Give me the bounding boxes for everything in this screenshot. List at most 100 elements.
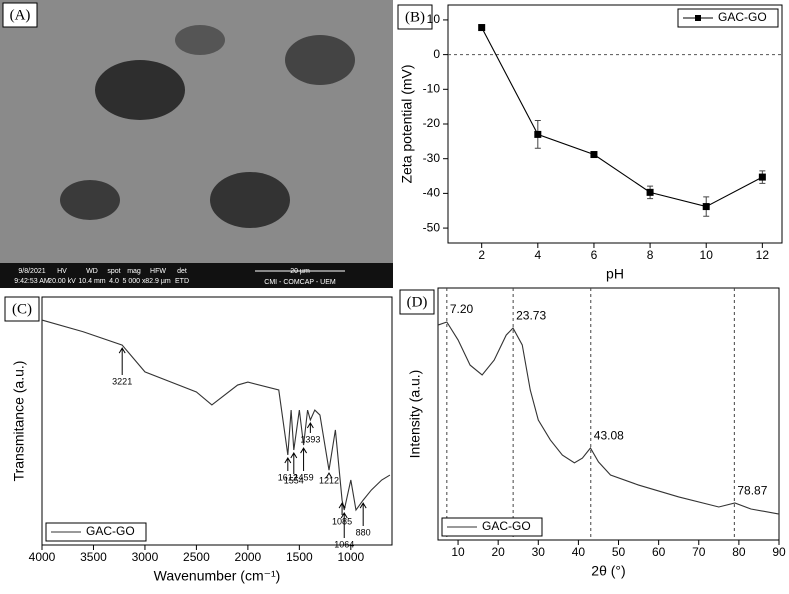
x-tick-label: 1500 [286,550,313,564]
y-tick-label: -50 [423,220,441,234]
panel-label-box [399,289,435,315]
sem-info: 4.0 [109,278,119,285]
pore [95,60,185,120]
sem-info: 82.9 µm [145,278,171,285]
pore [175,25,225,55]
data-line [437,321,780,515]
legend-label: GAC-GO [482,519,531,533]
peak-label: 1212 [319,475,339,485]
peak-arrow [306,422,314,433]
x-tick-label: 8 [647,248,654,262]
panel-label-box [397,4,433,30]
pore [285,35,355,85]
pore [60,180,120,220]
y-tick-label: 0 [433,47,440,61]
peak-label: 43.08 [594,429,624,443]
data-point [702,203,710,211]
peak-label: 23.73 [516,308,546,322]
y-tick-label: -10 [423,81,441,95]
peak-arrow [340,512,348,538]
x-tick-label: 1000 [337,550,364,564]
peak-label: 1554 [284,475,304,485]
data-point [758,173,766,181]
x-tick-label: 50 [612,545,626,559]
x-axis-label: pH [606,266,624,282]
data-point [534,130,542,138]
legend-label: GAC-GO [86,524,135,538]
panel-label-box [4,296,40,322]
plot-frame [437,287,780,541]
x-tick-label: 20 [491,545,505,559]
x-axis-label: 2θ (°) [591,563,625,579]
x-tick-label: 3500 [80,550,107,564]
peak-arrow [290,452,298,474]
peak-arrow [338,502,346,515]
peak-label: 1459 [294,472,314,482]
panel-label: (B) [405,9,425,25]
peak-arrow [300,447,308,471]
y-tick-label: -20 [423,116,441,130]
x-tick-label: 2000 [235,550,262,564]
x-axis-label: Wavenumber (cm⁻¹) [154,568,281,584]
peak-label: 1393 [300,434,320,444]
panel-label: (C) [12,301,32,317]
x-tick-label: 4000 [29,550,56,564]
x-tick-label: 40 [572,545,586,559]
sem-info: HV [57,268,67,275]
legend-box [677,8,779,28]
info-bar [0,263,393,288]
sem-info: 5 000 x [123,278,146,285]
panel-label: (A) [10,7,31,23]
y-tick-label: 10 [427,12,441,26]
y-tick-label: -30 [423,151,441,165]
legend-label: GAC-GO [718,10,767,24]
scale-bar-label: 20 µm [290,268,310,275]
sem-info: 20.00 kV [48,278,76,285]
data-line [481,27,763,208]
x-tick-label: 70 [692,545,706,559]
sem-info: mag [127,268,141,275]
data-point [590,151,598,159]
x-tick-label: 6 [591,248,598,262]
x-tick-label: 90 [772,545,786,559]
x-tick-label: 60 [652,545,666,559]
peak-label: 1612 [278,472,298,482]
facility: CMI - COMCAP - UEM [264,279,336,286]
y-axis-label: Intensity (a.u.) [407,370,423,459]
x-tick-label: 10 [700,248,714,262]
y-tick-label: -40 [423,186,441,200]
peak-arrow [325,472,333,479]
x-tick-label: 3000 [132,550,159,564]
peak-label: 3221 [112,376,132,386]
y-axis-label: Transmitance (a.u.) [11,361,27,482]
peak-label: 7.20 [450,302,474,316]
panel-label: (D) [407,294,428,310]
data-line [41,319,391,512]
x-tick-label: 80 [732,545,746,559]
x-tick-label: 2500 [183,550,210,564]
data-point [478,24,486,32]
peak-arrow [284,457,292,471]
plot-frame [447,4,783,244]
peak-label: 1085 [332,516,352,526]
pore [210,172,290,228]
x-tick-label: 30 [532,545,546,559]
legend-box [45,522,147,542]
data-point [646,188,654,196]
x-tick-label: 4 [534,248,541,262]
y-axis-label: Zeta potential (mV) [399,64,415,183]
peak-arrow [118,347,126,375]
sem-info: 10.4 mm [78,278,105,285]
sem-info: WD [86,268,98,275]
legend-marker [695,15,701,21]
sem-info: spot [107,268,120,275]
sem-info: det [177,268,187,275]
legend-box [441,517,543,537]
x-tick-label: 12 [756,248,770,262]
peak-label: 880 [356,527,371,537]
peak-label: 78.87 [737,483,767,497]
peak-label: 1064 [334,539,354,549]
sem-info: HFW [150,268,166,275]
panel-label-box [2,2,38,28]
